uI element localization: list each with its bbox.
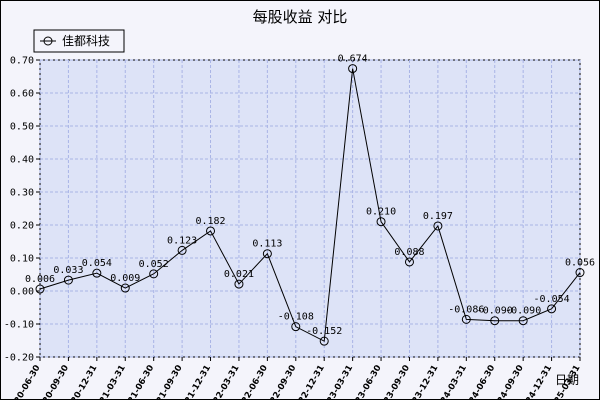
grid-lines (39, 59, 581, 358)
x-tick-label: 2020-06-30 (7, 363, 43, 400)
data-point (319, 336, 329, 346)
data-label: 0.210 (366, 207, 396, 218)
data-label: -0.152 (306, 326, 342, 337)
data-point (149, 269, 159, 279)
data-point (120, 283, 130, 293)
data-label: 0.054 (82, 258, 112, 269)
data-point (575, 268, 585, 278)
y-tick-label: 0.10 (10, 254, 34, 265)
data-label: -0.086 (448, 304, 484, 315)
x-axis: 2020-06-302020-09-302020-12-312021-03-31… (7, 357, 583, 400)
legend-box (33, 29, 125, 53)
data-label: -0.090 (505, 306, 541, 317)
y-tick-label: 0.00 (10, 287, 34, 298)
y-tick-label: 0.50 (10, 122, 34, 133)
data-point (376, 217, 386, 227)
y-tick-label: 0.30 (10, 188, 34, 199)
y-tick-label: 0.60 (10, 89, 34, 100)
data-point (234, 279, 244, 289)
data-point (490, 316, 500, 326)
legend: 佳都科技 (33, 29, 125, 53)
data-label: 0.113 (252, 239, 282, 250)
series-line (39, 68, 581, 342)
data-label: 0.009 (110, 273, 140, 284)
data-point (404, 257, 414, 267)
y-tick-label: -0.20 (4, 353, 34, 364)
data-label: 0.123 (167, 235, 197, 246)
data-point (348, 64, 358, 74)
data-point (291, 322, 301, 332)
data-point (92, 268, 102, 278)
data-label: -0.054 (534, 294, 570, 305)
data-point (206, 226, 216, 236)
data-point (547, 304, 557, 314)
data-point (63, 275, 73, 285)
data-label: 0.056 (565, 258, 595, 269)
y-tick-label: -0.10 (4, 320, 34, 331)
data-label: 0.052 (139, 259, 169, 270)
data-label: -0.090 (477, 306, 513, 317)
data-label: -0.108 (278, 312, 314, 323)
data-point (262, 249, 272, 259)
y-axis: 0.70 0.60 0.50 0.40 0.30 0.20 0.10 0.00 -0.10 -0.… (4, 56, 40, 364)
data-point (518, 316, 528, 326)
data-point (461, 314, 471, 324)
y-tick-label: 0.70 (10, 56, 34, 67)
data-label: 0.088 (394, 247, 424, 258)
chart-title: 每股收益 对比 (253, 8, 348, 26)
data-point (35, 284, 45, 294)
data-label: 0.674 (338, 54, 368, 65)
y-tick-label: 0.20 (10, 221, 34, 232)
data-label: 0.197 (423, 211, 453, 222)
x-axis-label: 日期 (555, 373, 579, 387)
legend-series-label: 佳都科技 (62, 34, 110, 48)
plot-area (39, 59, 581, 358)
data-label: 0.006 (25, 274, 55, 285)
data-label: 0.021 (224, 269, 254, 280)
data-label: 0.033 (53, 265, 83, 276)
legend-marker-icon (43, 36, 53, 46)
data-point (433, 221, 443, 231)
data-point (177, 245, 187, 255)
data-label: 0.182 (195, 216, 225, 227)
series-markers (35, 64, 585, 346)
y-tick-label: 0.40 (10, 155, 34, 166)
